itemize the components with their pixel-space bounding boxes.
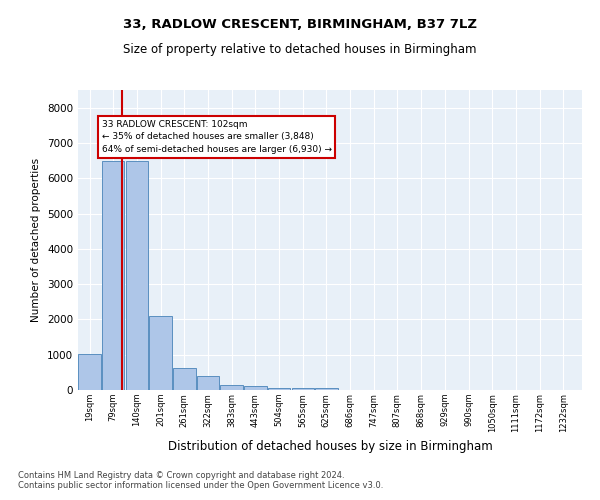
Text: Size of property relative to detached houses in Birmingham: Size of property relative to detached ho… [123, 42, 477, 56]
Text: 33 RADLOW CRESCENT: 102sqm
← 35% of detached houses are smaller (3,848)
64% of s: 33 RADLOW CRESCENT: 102sqm ← 35% of deta… [102, 120, 332, 154]
Bar [220, 384, 243, 390]
Text: Contains HM Land Registry data © Crown copyright and database right 2024.: Contains HM Land Registry data © Crown c… [18, 471, 344, 480]
Y-axis label: Number of detached properties: Number of detached properties [31, 158, 41, 322]
X-axis label: Distribution of detached houses by size in Birmingham: Distribution of detached houses by size … [167, 440, 493, 453]
Bar [268, 388, 290, 390]
Bar [149, 316, 172, 390]
Bar [315, 388, 338, 390]
Bar [173, 368, 196, 390]
Bar [292, 388, 314, 390]
Text: Contains public sector information licensed under the Open Government Licence v3: Contains public sector information licen… [18, 481, 383, 490]
Bar [102, 162, 124, 390]
Bar [244, 386, 266, 390]
Bar [79, 354, 101, 390]
Bar [125, 162, 148, 390]
Text: 33, RADLOW CRESCENT, BIRMINGHAM, B37 7LZ: 33, RADLOW CRESCENT, BIRMINGHAM, B37 7LZ [123, 18, 477, 30]
Bar [197, 376, 220, 390]
